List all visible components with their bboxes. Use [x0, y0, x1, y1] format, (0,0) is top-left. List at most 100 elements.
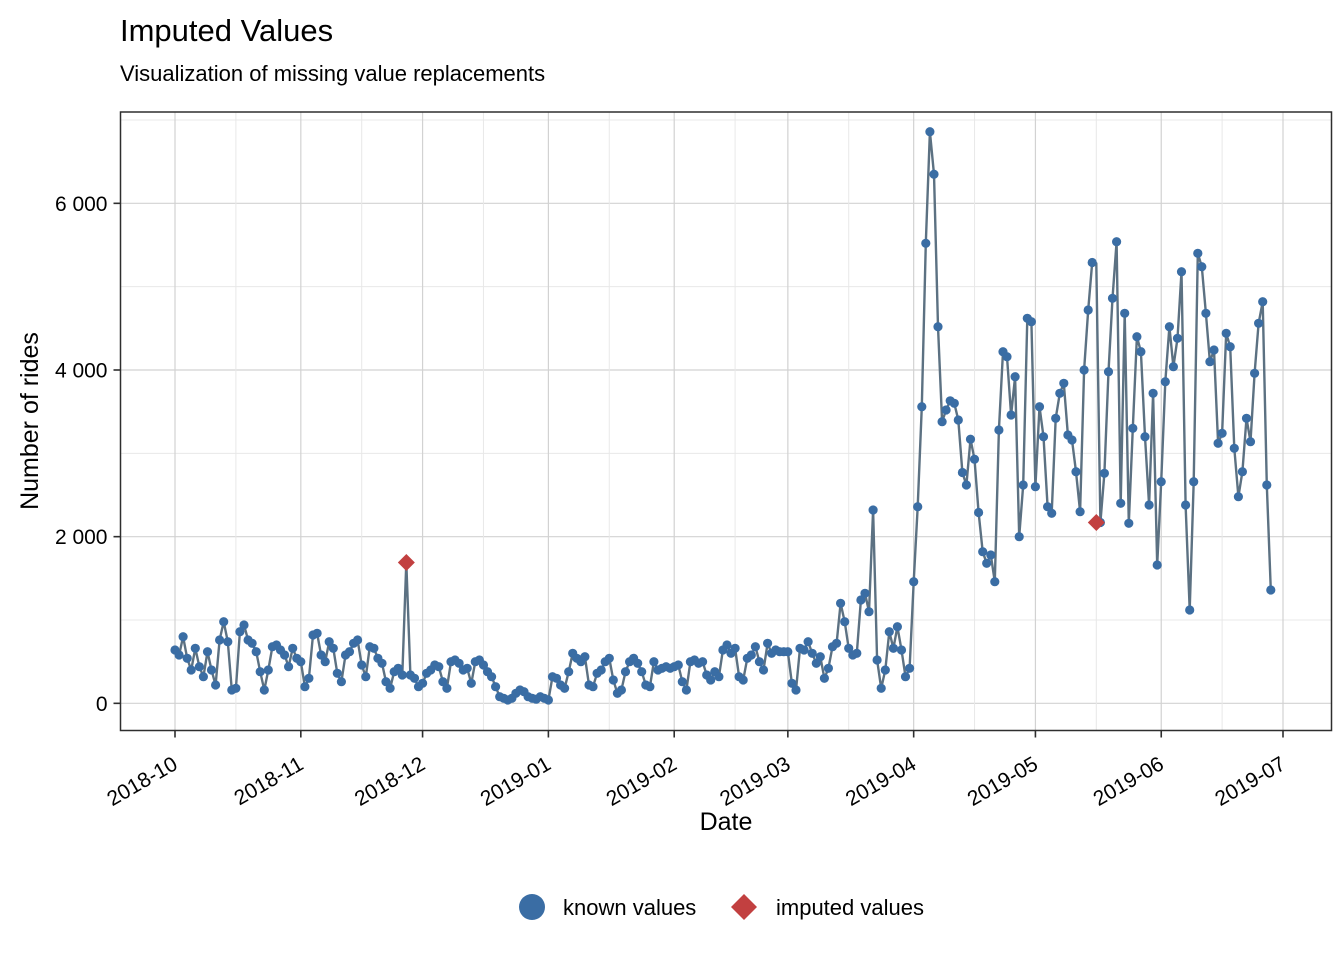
data-point: [941, 405, 951, 415]
y-tick-label: 6 000: [55, 193, 108, 216]
data-point: [763, 638, 773, 648]
chart-title: Imputed Values: [120, 13, 333, 48]
data-point: [673, 660, 683, 670]
data-point: [645, 682, 655, 692]
data-point: [925, 127, 935, 137]
data-point: [1225, 342, 1235, 352]
data-point: [880, 665, 890, 675]
data-point: [296, 657, 306, 667]
data-point: [750, 642, 761, 652]
data-point: [186, 665, 196, 675]
data-point: [1185, 605, 1195, 615]
data-point: [1006, 410, 1016, 420]
data-point: [560, 683, 570, 693]
data-point: [564, 667, 574, 677]
data-point: [1055, 388, 1065, 398]
data-point: [1116, 498, 1126, 508]
data-point: [1047, 508, 1057, 518]
data-point: [832, 638, 842, 648]
data-point: [978, 547, 988, 557]
imputed-point: [1087, 513, 1105, 531]
data-point: [933, 322, 943, 332]
data-point: [754, 657, 765, 667]
data-point: [1245, 437, 1256, 447]
data-point: [182, 653, 192, 663]
data-point: [336, 677, 346, 687]
data-point: [1229, 443, 1239, 453]
data-point: [211, 680, 221, 690]
data-point: [397, 670, 407, 680]
data-point: [1026, 317, 1036, 327]
data-point: [259, 685, 269, 695]
panel-border: [119, 111, 1333, 732]
data-point: [965, 434, 976, 444]
data-point: [316, 650, 326, 660]
data-point: [357, 660, 367, 670]
data-point: [194, 662, 204, 672]
data-point: [633, 658, 643, 668]
data-point: [377, 658, 387, 668]
data-point: [1164, 322, 1174, 332]
data-point: [491, 682, 501, 692]
data-point: [1075, 507, 1085, 517]
data-point: [746, 650, 756, 660]
data-point: [328, 643, 338, 653]
x-tick-label: 2019-05: [964, 752, 1042, 810]
data-point: [320, 657, 330, 667]
data-point: [1233, 492, 1243, 502]
data-point: [884, 627, 894, 637]
data-point: [1103, 367, 1114, 377]
data-point: [1250, 368, 1260, 378]
data-point: [247, 638, 257, 648]
data-point: [1193, 248, 1203, 258]
data-point: [235, 627, 245, 637]
data-point: [381, 677, 391, 687]
x-tick-label: 2019-01: [477, 752, 555, 810]
data-point: [462, 663, 472, 673]
plot-panel: [120, 112, 1332, 731]
data-point: [799, 645, 809, 655]
data-point: [1254, 318, 1264, 328]
data-point: [994, 425, 1004, 435]
data-point: [681, 685, 692, 695]
x-tick-label: 2018-12: [351, 752, 429, 810]
data-point: [872, 655, 882, 665]
data-point: [1262, 480, 1272, 490]
data-point: [1043, 502, 1053, 512]
data-point: [324, 637, 334, 647]
data-point: [206, 665, 217, 675]
data-point: [288, 643, 298, 653]
data-point: [551, 673, 562, 683]
data-point: [588, 682, 598, 692]
data-point: [758, 665, 769, 675]
data-point: [215, 635, 225, 645]
data-point: [369, 643, 379, 653]
data-point: [409, 673, 420, 683]
data-point: [1124, 518, 1134, 528]
data-point: [823, 663, 834, 673]
data-point: [722, 640, 732, 650]
data-point: [332, 668, 342, 678]
data-point: [1083, 305, 1093, 315]
data-point: [714, 672, 724, 682]
data-point: [1079, 365, 1089, 375]
data-point: [1136, 347, 1146, 357]
data-point: [1144, 500, 1154, 510]
data-point: [438, 677, 448, 687]
data-point: [1237, 467, 1247, 477]
data-point: [393, 663, 403, 673]
data-point: [385, 683, 395, 693]
data-point: [921, 238, 931, 248]
data-point: [900, 672, 911, 682]
data-point: [1034, 402, 1045, 412]
data-point: [905, 663, 915, 673]
data-point: [361, 672, 371, 682]
data-point: [190, 643, 200, 653]
data-point: [608, 675, 618, 685]
data-point: [1120, 308, 1130, 318]
data-point: [637, 667, 647, 677]
data-point: [442, 683, 452, 693]
x-tick-label: 2018-10: [103, 752, 181, 810]
data-point: [604, 653, 614, 663]
